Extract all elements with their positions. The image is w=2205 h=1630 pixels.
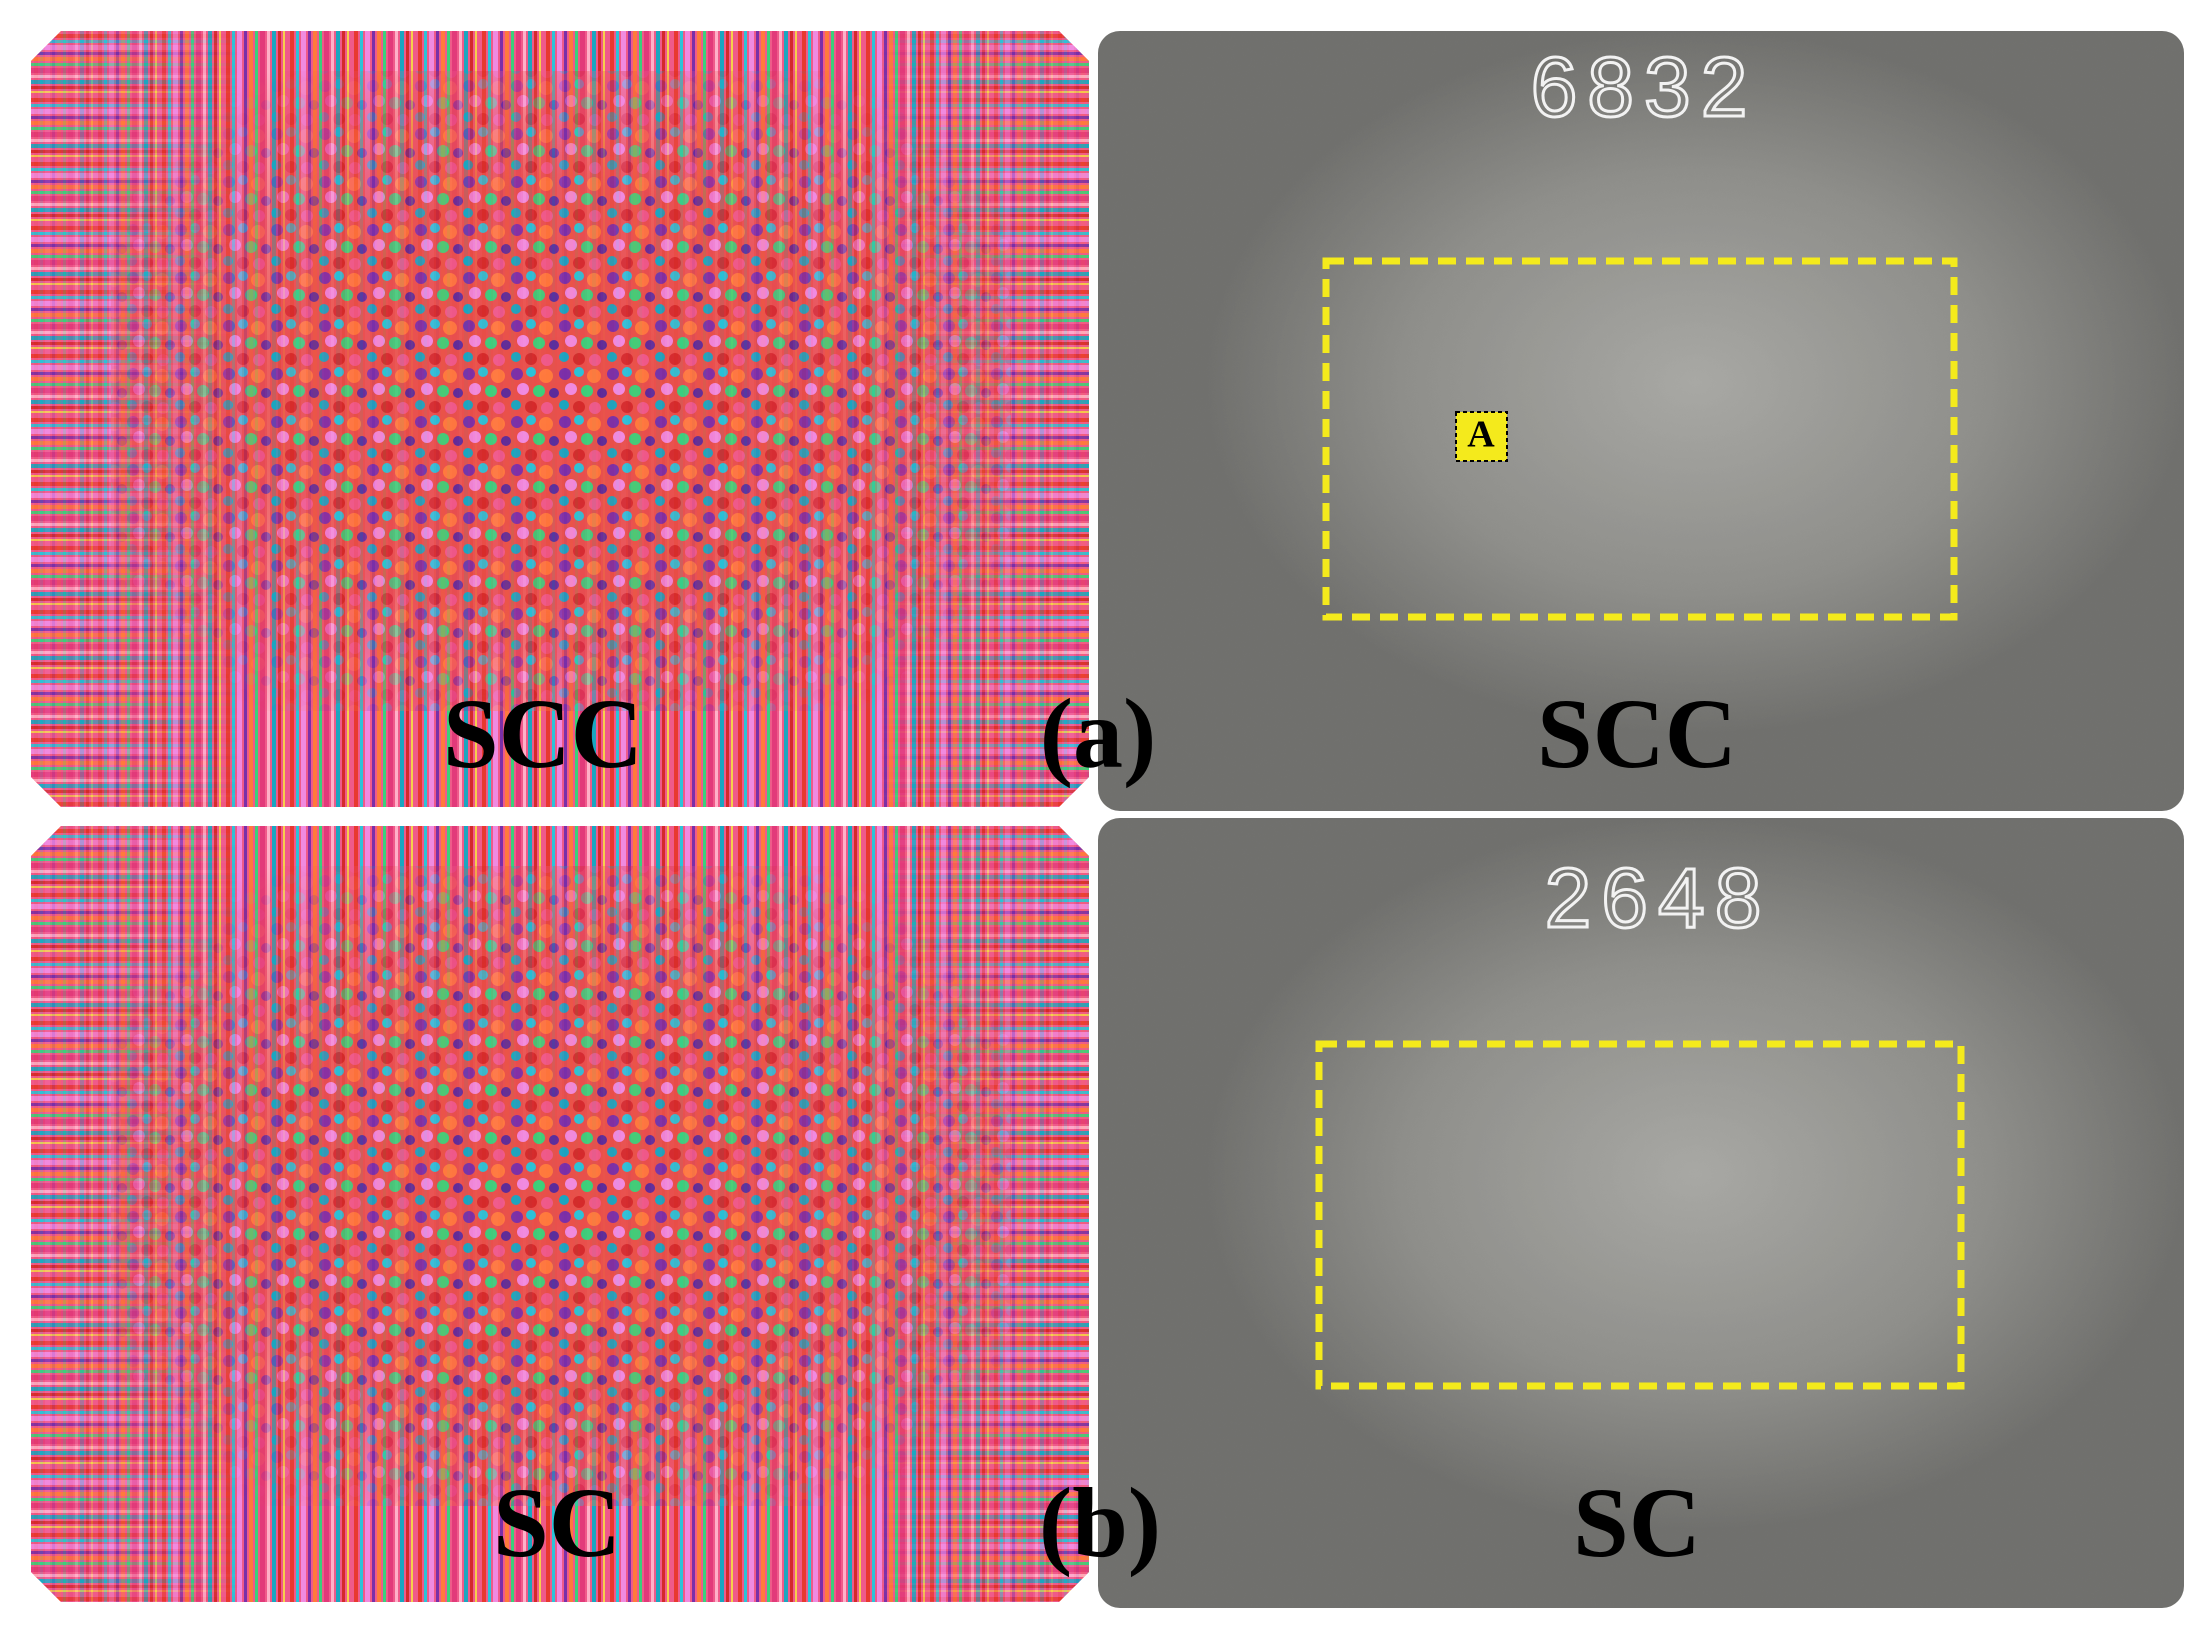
- sample-photo: [1098, 818, 2184, 1608]
- sample-number: 2648: [1545, 851, 1772, 945]
- marker-label: A: [1467, 414, 1495, 456]
- photo-label: SCC: [1537, 678, 1737, 789]
- sample-number: 6832: [1531, 40, 1758, 134]
- panel-label: (a): [1040, 678, 1157, 789]
- region-box: [1315, 1040, 1965, 1390]
- simulation-label: SC: [493, 1467, 621, 1578]
- panel-label: (b): [1039, 1467, 1161, 1578]
- marker-box: [1455, 411, 1508, 462]
- simulation-label: SCC: [443, 678, 643, 789]
- photo-label: SC: [1573, 1467, 1701, 1578]
- region-box: [1322, 257, 1958, 621]
